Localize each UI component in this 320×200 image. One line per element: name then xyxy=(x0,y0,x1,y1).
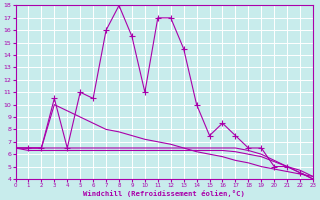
X-axis label: Windchill (Refroidissement éolien,°C): Windchill (Refroidissement éolien,°C) xyxy=(83,190,245,197)
